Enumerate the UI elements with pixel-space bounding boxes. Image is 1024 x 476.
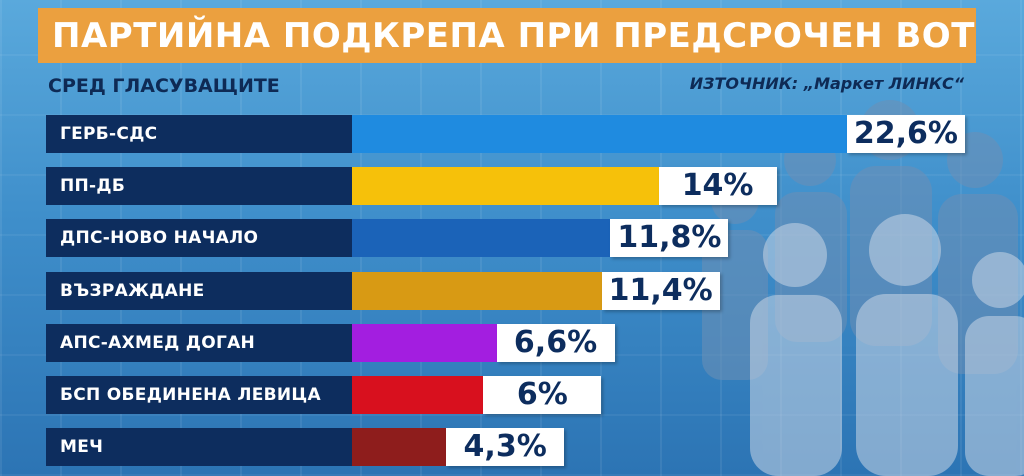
chart-subtitle: СРЕД ГЛАСУВАЩИТЕ [48, 75, 280, 97]
source-note: ИЗТОЧНИК: „Маркет ЛИНКС“ [689, 74, 964, 93]
data-label: 11,8% [617, 220, 722, 255]
value-label-box [601, 272, 720, 310]
bar [352, 324, 497, 362]
category-label-background [46, 428, 352, 466]
bar [352, 115, 847, 153]
chart-title: ПАРТИЙНА ПОДКРЕПА ПРИ ПРЕДСРОЧЕН ВОТ [52, 15, 975, 56]
category-label: АПС-АХМЕД ДОГАН [60, 333, 256, 353]
value-label-box [446, 428, 565, 466]
category-label: БСП ОБЕДИНЕНА ЛЕВИЦА [60, 385, 321, 405]
data-label: 6% [516, 377, 568, 412]
value-label-box [610, 219, 729, 257]
title-bar: ПАРТИЙНА ПОДКРЕПА ПРИ ПРЕДСРОЧЕН ВОТ [38, 8, 976, 63]
category-label: МЕЧ [60, 437, 104, 457]
data-label: 4,3% [463, 429, 547, 464]
category-label-background [46, 376, 352, 414]
category-label-background [46, 324, 352, 362]
category-label-background [46, 219, 352, 257]
value-label-box [496, 324, 615, 362]
data-label: 6,6% [513, 325, 598, 360]
value-label-box [846, 115, 965, 153]
bar [352, 167, 659, 205]
value-label-box [483, 376, 602, 414]
category-label: ГЕРБ-СДС [60, 124, 158, 144]
category-label-background [46, 272, 352, 310]
category-label: ВЪЗРАЖДАНЕ [60, 281, 205, 301]
category-label-background [46, 115, 352, 153]
bar [352, 376, 484, 414]
category-label-background [46, 167, 352, 205]
bar [352, 272, 602, 310]
value-label-box [658, 167, 777, 205]
bar [352, 428, 447, 466]
category-label: ДПС-НОВО НАЧАЛО [60, 228, 259, 248]
category-label: ПП-ДБ [60, 176, 126, 196]
data-label: 14% [681, 168, 754, 203]
data-label: 22,6% [853, 116, 958, 151]
data-label: 11,4% [608, 273, 713, 308]
bar [352, 219, 611, 257]
